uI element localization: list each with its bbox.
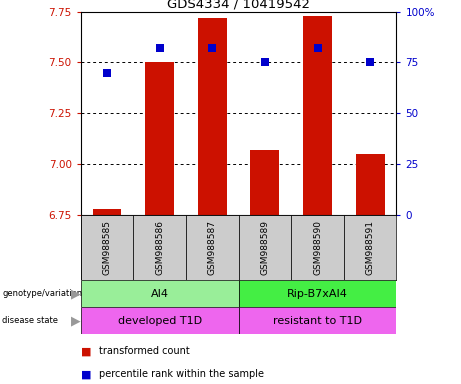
Bar bbox=[133, 215, 186, 280]
Bar bbox=[81, 280, 239, 307]
Text: ■: ■ bbox=[81, 369, 91, 379]
Text: AI4: AI4 bbox=[151, 289, 169, 299]
Text: disease state: disease state bbox=[2, 316, 58, 325]
Text: GSM988591: GSM988591 bbox=[366, 220, 375, 275]
Point bbox=[156, 45, 163, 51]
Text: developed T1D: developed T1D bbox=[118, 316, 201, 326]
Point bbox=[103, 70, 111, 76]
Text: GSM988589: GSM988589 bbox=[260, 220, 269, 275]
Bar bbox=[198, 18, 227, 215]
Text: GSM988585: GSM988585 bbox=[102, 220, 112, 275]
Bar bbox=[303, 16, 332, 215]
Bar bbox=[239, 215, 291, 280]
Text: Rip-B7xAI4: Rip-B7xAI4 bbox=[287, 289, 348, 299]
Bar bbox=[81, 215, 133, 280]
Text: ■: ■ bbox=[81, 346, 91, 356]
Text: genotype/variation: genotype/variation bbox=[2, 289, 83, 298]
Text: GSM988586: GSM988586 bbox=[155, 220, 164, 275]
Bar bbox=[239, 280, 396, 307]
Point bbox=[261, 59, 269, 65]
Text: percentile rank within the sample: percentile rank within the sample bbox=[99, 369, 264, 379]
Point bbox=[208, 45, 216, 51]
Text: ▶: ▶ bbox=[71, 287, 81, 300]
Text: GSM988590: GSM988590 bbox=[313, 220, 322, 275]
Bar bbox=[81, 307, 239, 334]
Bar bbox=[291, 215, 344, 280]
Title: GDS4334 / 10419542: GDS4334 / 10419542 bbox=[167, 0, 310, 10]
Bar bbox=[145, 62, 174, 215]
Point bbox=[366, 59, 374, 65]
Text: resistant to T1D: resistant to T1D bbox=[273, 316, 362, 326]
Text: GSM988587: GSM988587 bbox=[208, 220, 217, 275]
Bar bbox=[93, 209, 121, 215]
Point bbox=[314, 45, 321, 51]
Bar bbox=[250, 150, 279, 215]
Text: transformed count: transformed count bbox=[99, 346, 190, 356]
Bar bbox=[239, 307, 396, 334]
Text: ▶: ▶ bbox=[71, 314, 81, 327]
Bar bbox=[186, 215, 239, 280]
Bar bbox=[344, 215, 396, 280]
Bar bbox=[356, 154, 384, 215]
